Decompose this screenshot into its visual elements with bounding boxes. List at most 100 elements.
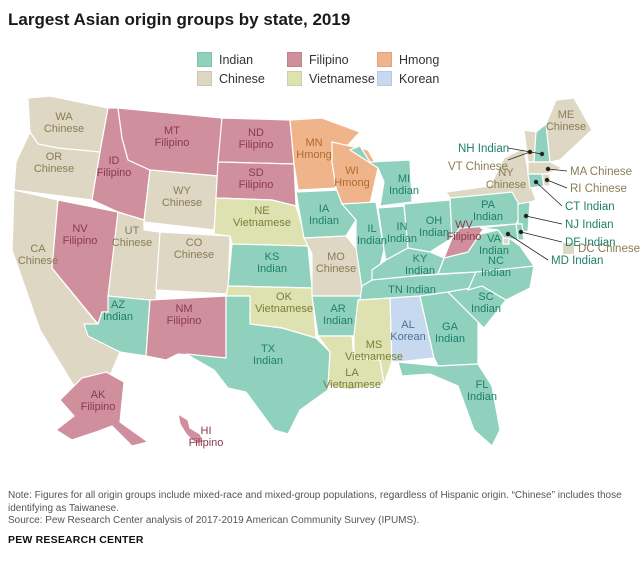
legend-swatch-hmong <box>377 52 392 67</box>
leader-dot-vt <box>527 149 533 155</box>
callout-leaders <box>505 147 568 261</box>
label-sc: SC Indian <box>471 291 501 315</box>
state-dc[interactable] <box>502 237 510 245</box>
leader-dot-ma <box>545 166 551 172</box>
state-tx[interactable] <box>185 295 331 435</box>
us-map: WA Chinese OR Chinese CA Chinese NV Filipino… <box>11 95 640 449</box>
label-me: ME Chinese <box>546 109 586 133</box>
label-mn: MN Hmong <box>296 137 331 161</box>
label-fl: FL Indian <box>467 379 497 403</box>
state-labels: WA Chinese OR Chinese CA Chinese NV Filipino… <box>18 109 640 449</box>
leader-ri <box>546 179 568 189</box>
state-fl[interactable] <box>397 361 501 447</box>
legend-label-vietnamese: Vietnamese <box>309 71 375 86</box>
label-va: VA Indian <box>479 233 509 257</box>
label-ok: OK Vietnamese <box>255 291 313 315</box>
label-in: IN Indian <box>387 221 417 245</box>
label-ar: AR Indian <box>323 303 353 327</box>
label-il: IL Indian <box>357 223 387 247</box>
legend-item-hmong: Hmong <box>377 52 439 67</box>
callout-ri: RI Chinese <box>570 183 627 195</box>
dc-legend-swatch <box>563 243 574 254</box>
label-ia: IA Indian <box>309 203 339 227</box>
leader-md <box>507 233 549 261</box>
label-mo: MO Chinese <box>316 251 356 275</box>
label-co: CO Chinese <box>174 237 214 261</box>
label-mi: MI Indian <box>389 173 419 197</box>
legend-item-chinese: Chinese <box>197 71 265 86</box>
label-al: AL Korean <box>390 319 425 343</box>
source-text: Source: Pew Research Center analysis of … <box>8 515 420 526</box>
legend-item-vietnamese: Vietnamese <box>287 71 375 86</box>
leader-dot-nj <box>523 213 529 219</box>
footnote: Note: Figures for all origin groups incl… <box>8 490 628 528</box>
leader-nj <box>525 215 563 225</box>
label-tn: TN Indian <box>388 284 436 296</box>
label-nv: NV Filipino <box>63 223 98 247</box>
leader-ma <box>547 168 568 172</box>
state-ak[interactable] <box>54 371 150 447</box>
legend-swatch-filipino <box>287 52 302 67</box>
callout-md: MD Indian <box>551 255 603 267</box>
legend-item-indian: Indian <box>197 52 253 67</box>
callout-ma: MA Chinese <box>570 166 632 178</box>
state-hi[interactable] <box>177 412 205 445</box>
callout-ct: CT Indian <box>565 201 615 213</box>
legend-swatch-chinese <box>197 71 212 86</box>
label-ca: CA Chinese <box>18 243 58 267</box>
label-hi: HI Filipino <box>189 425 224 449</box>
label-mt: MT Filipino <box>155 125 190 149</box>
legend-label-chinese: Chinese <box>219 71 265 86</box>
legend-label-indian: Indian <box>219 52 254 67</box>
label-az: AZ Indian <box>103 299 133 323</box>
label-la: LA Vietnamese <box>323 367 381 391</box>
label-nc: NC Indian <box>481 255 511 279</box>
label-ak: AK Filipino <box>81 389 116 413</box>
leader-dot-de <box>518 229 524 235</box>
label-wv: WV Filipino <box>447 219 482 243</box>
label-ms: MS Vietnamese <box>345 339 403 363</box>
callout-dc: DC Chinese <box>578 243 640 255</box>
state-al[interactable] <box>389 295 435 363</box>
label-wi: WI Hmong <box>334 165 369 189</box>
legend-label-filipino: Filipino <box>309 52 349 67</box>
label-or: OR Chinese <box>34 151 74 175</box>
callout-nj: NJ Indian <box>565 219 614 231</box>
label-ks: KS Indian <box>257 251 287 275</box>
pew-logo-text: PEW RESEARCH CENTER <box>8 534 144 546</box>
label-ny: NY Chinese <box>486 167 526 191</box>
note-text: Note: Figures for all origin groups incl… <box>8 490 622 514</box>
leader-de <box>520 231 563 243</box>
leader-dot-nh <box>539 151 545 157</box>
map-title: Largest Asian origin groups by state, 20… <box>8 10 351 29</box>
leader-dot-ri <box>544 177 550 183</box>
state-ma[interactable] <box>527 161 564 175</box>
leader-nh <box>507 147 543 155</box>
label-ga: GA Indian <box>435 321 465 345</box>
callout-nh: NH Indian <box>458 143 509 155</box>
leader-vt <box>507 151 531 161</box>
label-nd: ND Filipino <box>239 127 274 151</box>
label-nm: NM Filipino <box>167 303 202 327</box>
label-ky: KY Indian <box>405 253 435 277</box>
callout-de: DE Indian <box>565 237 616 249</box>
legend-item-korean: Korean <box>377 71 439 86</box>
state-mi[interactable] <box>348 145 413 207</box>
label-oh: OH Indian <box>419 215 449 239</box>
callout-vt: VT Chinese <box>448 161 508 173</box>
leader-ct <box>535 181 563 207</box>
label-ut: UT Chinese <box>112 225 152 249</box>
label-ne: NE Vietnamese <box>233 205 291 229</box>
label-id: ID Filipino <box>97 155 132 179</box>
label-sd: SD Filipino <box>239 167 274 191</box>
label-tx: TX Indian <box>253 343 283 367</box>
label-wy: WY Chinese <box>162 185 202 209</box>
label-pa: PA Indian <box>473 199 503 223</box>
legend-item-filipino: Filipino <box>287 52 349 67</box>
state-ny[interactable] <box>444 147 537 207</box>
leader-dot-ct <box>533 179 539 185</box>
legend-swatch-vietnamese <box>287 71 302 86</box>
leader-dot-md <box>505 231 511 237</box>
label-wa: WA Chinese <box>44 111 84 135</box>
legend-label-hmong: Hmong <box>399 52 440 67</box>
